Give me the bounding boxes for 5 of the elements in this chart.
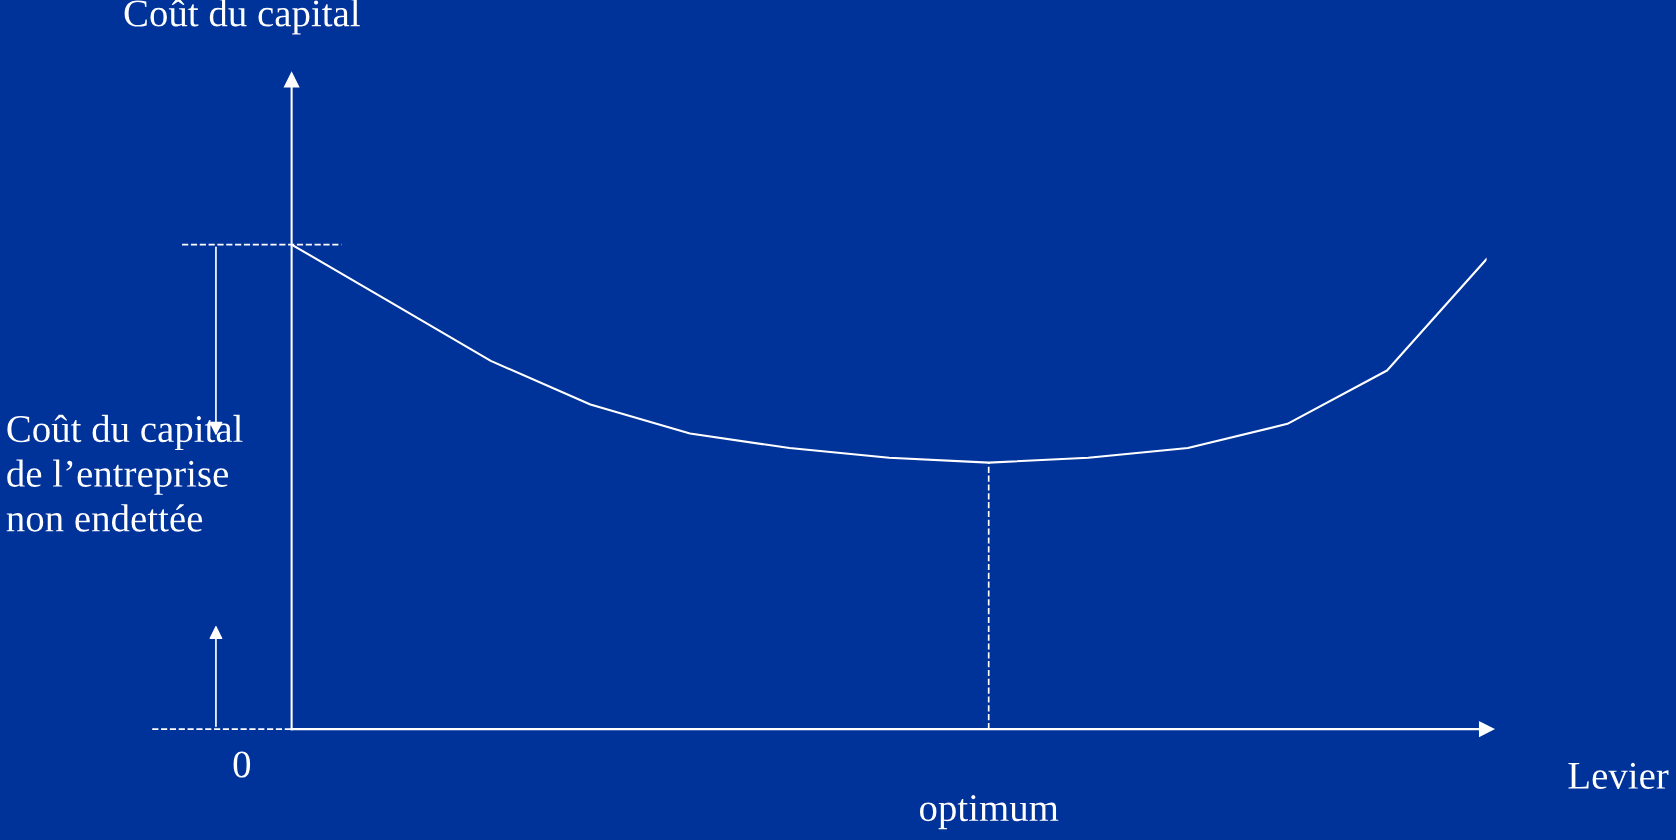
text: 0 <box>233 751 251 778</box>
text: optimum <box>919 795 1059 830</box>
x-axis-title: Levier <box>1568 762 1669 789</box>
text: Coût du capital <box>124 0 360 35</box>
text: Coût du capital de l’entreprise non endettée <box>6 414 243 532</box>
